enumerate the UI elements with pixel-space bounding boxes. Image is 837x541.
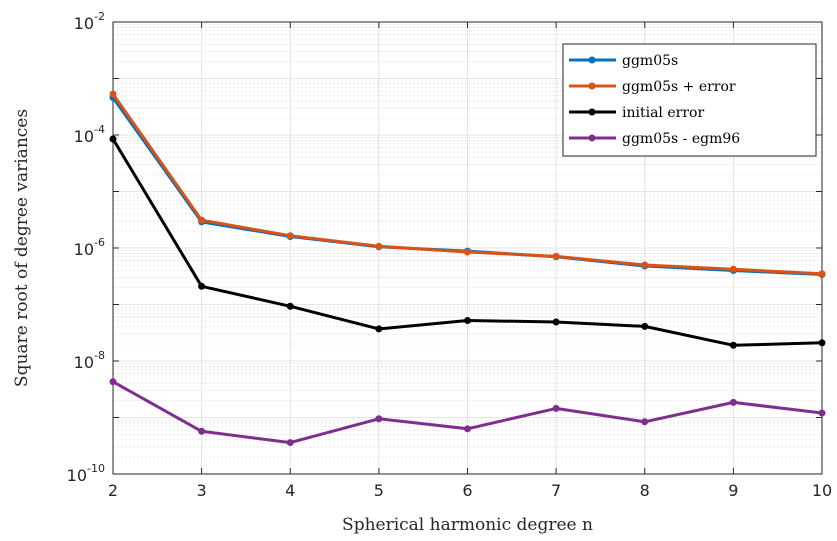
data-point-ggm05s-error (375, 242, 383, 250)
data-point-ggm05s-egm96 (641, 418, 649, 426)
data-point-initial-error (641, 322, 649, 330)
data-point-ggm05s-error (109, 90, 117, 98)
data-point-ggm05s-error (818, 270, 826, 278)
data-point-initial-error (198, 282, 206, 290)
legend-label: ggm05s - egm96 (622, 131, 740, 147)
legend-marker (588, 108, 596, 116)
y-tick-label: 10-8 (74, 349, 105, 372)
x-tick-label: 8 (640, 481, 650, 500)
x-tick-label: 9 (728, 481, 738, 500)
y-tick-label: 10-10 (67, 462, 105, 485)
data-point-ggm05s-error (198, 216, 206, 224)
data-point-initial-error (109, 135, 117, 143)
data-point-ggm05s-egm96 (464, 425, 471, 433)
legend: ggm05s ggm05s + error initial error ggm05s … (562, 43, 817, 157)
legend-label: initial error (622, 105, 704, 121)
data-point-ggm05s-error (286, 232, 294, 240)
x-tick-labels: 2 3 4 5 6 7 8 9 10 (108, 481, 832, 500)
data-point-ggm05s-egm96 (109, 378, 117, 386)
data-point-ggm05s-error (464, 248, 471, 256)
legend-marker (588, 134, 596, 142)
legend-label: ggm05s (622, 53, 678, 69)
x-tick-label: 6 (462, 481, 472, 500)
data-point-initial-error (464, 317, 471, 325)
x-tick-label: 4 (285, 481, 295, 500)
x-tick-label: 10 (812, 481, 832, 500)
data-point-ggm05s-error (552, 252, 560, 260)
data-point-ggm05s-egm96 (198, 427, 206, 435)
y-tick-label: 10-4 (74, 123, 105, 146)
data-point-initial-error (729, 341, 737, 349)
y-tick-label: 10-6 (74, 236, 105, 259)
x-tick-label: 3 (197, 481, 207, 500)
data-point-ggm05s-egm96 (552, 404, 560, 412)
data-point-ggm05s-egm96 (375, 415, 383, 423)
legend-marker (588, 56, 596, 64)
data-point-initial-error (818, 339, 826, 347)
y-tick-labels: 10-10 10-8 10-6 10-4 10-2 (67, 10, 105, 485)
data-point-initial-error (552, 318, 560, 326)
x-tick-label: 7 (551, 481, 561, 500)
data-point-ggm05s-error (641, 261, 649, 269)
series-lines (109, 90, 826, 447)
data-point-ggm05s-egm96 (729, 398, 737, 406)
data-point-initial-error (375, 325, 383, 333)
y-axis-label: Square root of degree variances (12, 109, 32, 387)
x-tick-label: 2 (108, 481, 118, 500)
legend-label: ggm05s + error (622, 79, 736, 95)
axis-ticks (112, 21, 823, 475)
data-point-initial-error (286, 302, 294, 310)
data-point-ggm05s-egm96 (818, 409, 826, 417)
data-point-ggm05s-egm96 (286, 439, 294, 447)
y-tick-label: 10-2 (74, 10, 105, 33)
data-point-ggm05s-error (729, 265, 737, 273)
x-axis-label: Spherical harmonic degree n (342, 515, 593, 535)
legend-marker (588, 82, 596, 90)
x-tick-label: 5 (374, 481, 384, 500)
